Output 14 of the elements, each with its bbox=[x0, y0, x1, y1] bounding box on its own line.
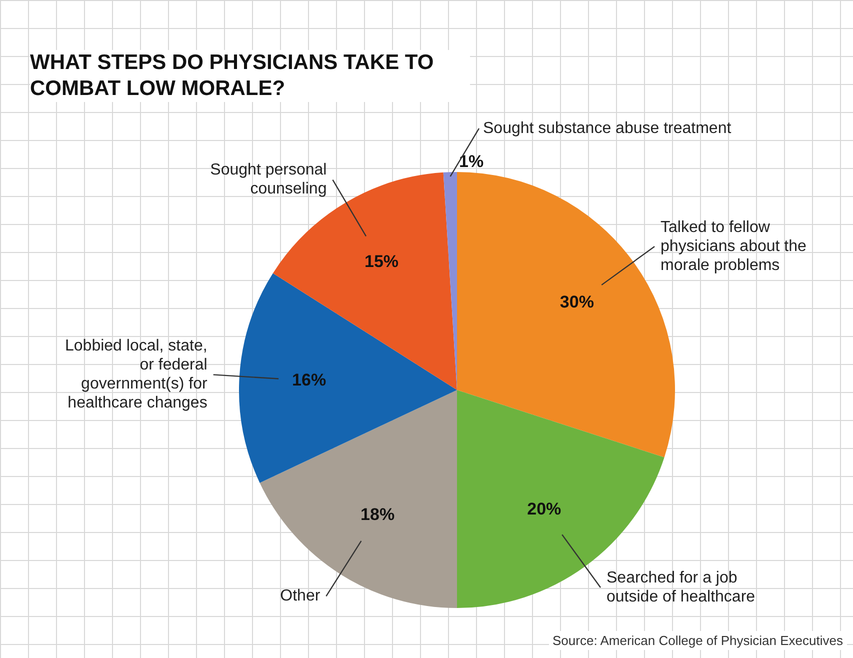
data-label: 30% bbox=[560, 292, 594, 312]
data-label: 1% bbox=[459, 152, 484, 172]
data-label: 16% bbox=[292, 370, 326, 390]
source-note: Source: American College of Physician Executives bbox=[548, 631, 847, 650]
slice-label: Sought personal counseling bbox=[210, 162, 327, 198]
data-label: 18% bbox=[360, 504, 395, 524]
slice-label: Sought substance abuse treatment bbox=[483, 120, 732, 137]
data-label: 20% bbox=[527, 500, 562, 519]
slice-label: Lobbied local, state, or federal government(s) for healthcare changes bbox=[64, 338, 208, 412]
chart-title: WHAT STEPS DO PHYSICIANS TAKE TO COMBAT LOW MORALE? bbox=[30, 50, 470, 102]
slice-label: Searched for a job outside of healthcare bbox=[606, 569, 756, 606]
data-label: 15% bbox=[364, 252, 399, 272]
slice-label: Talked to fellow physicians about the morale problems bbox=[660, 218, 807, 274]
slice-label: Other bbox=[280, 588, 321, 605]
